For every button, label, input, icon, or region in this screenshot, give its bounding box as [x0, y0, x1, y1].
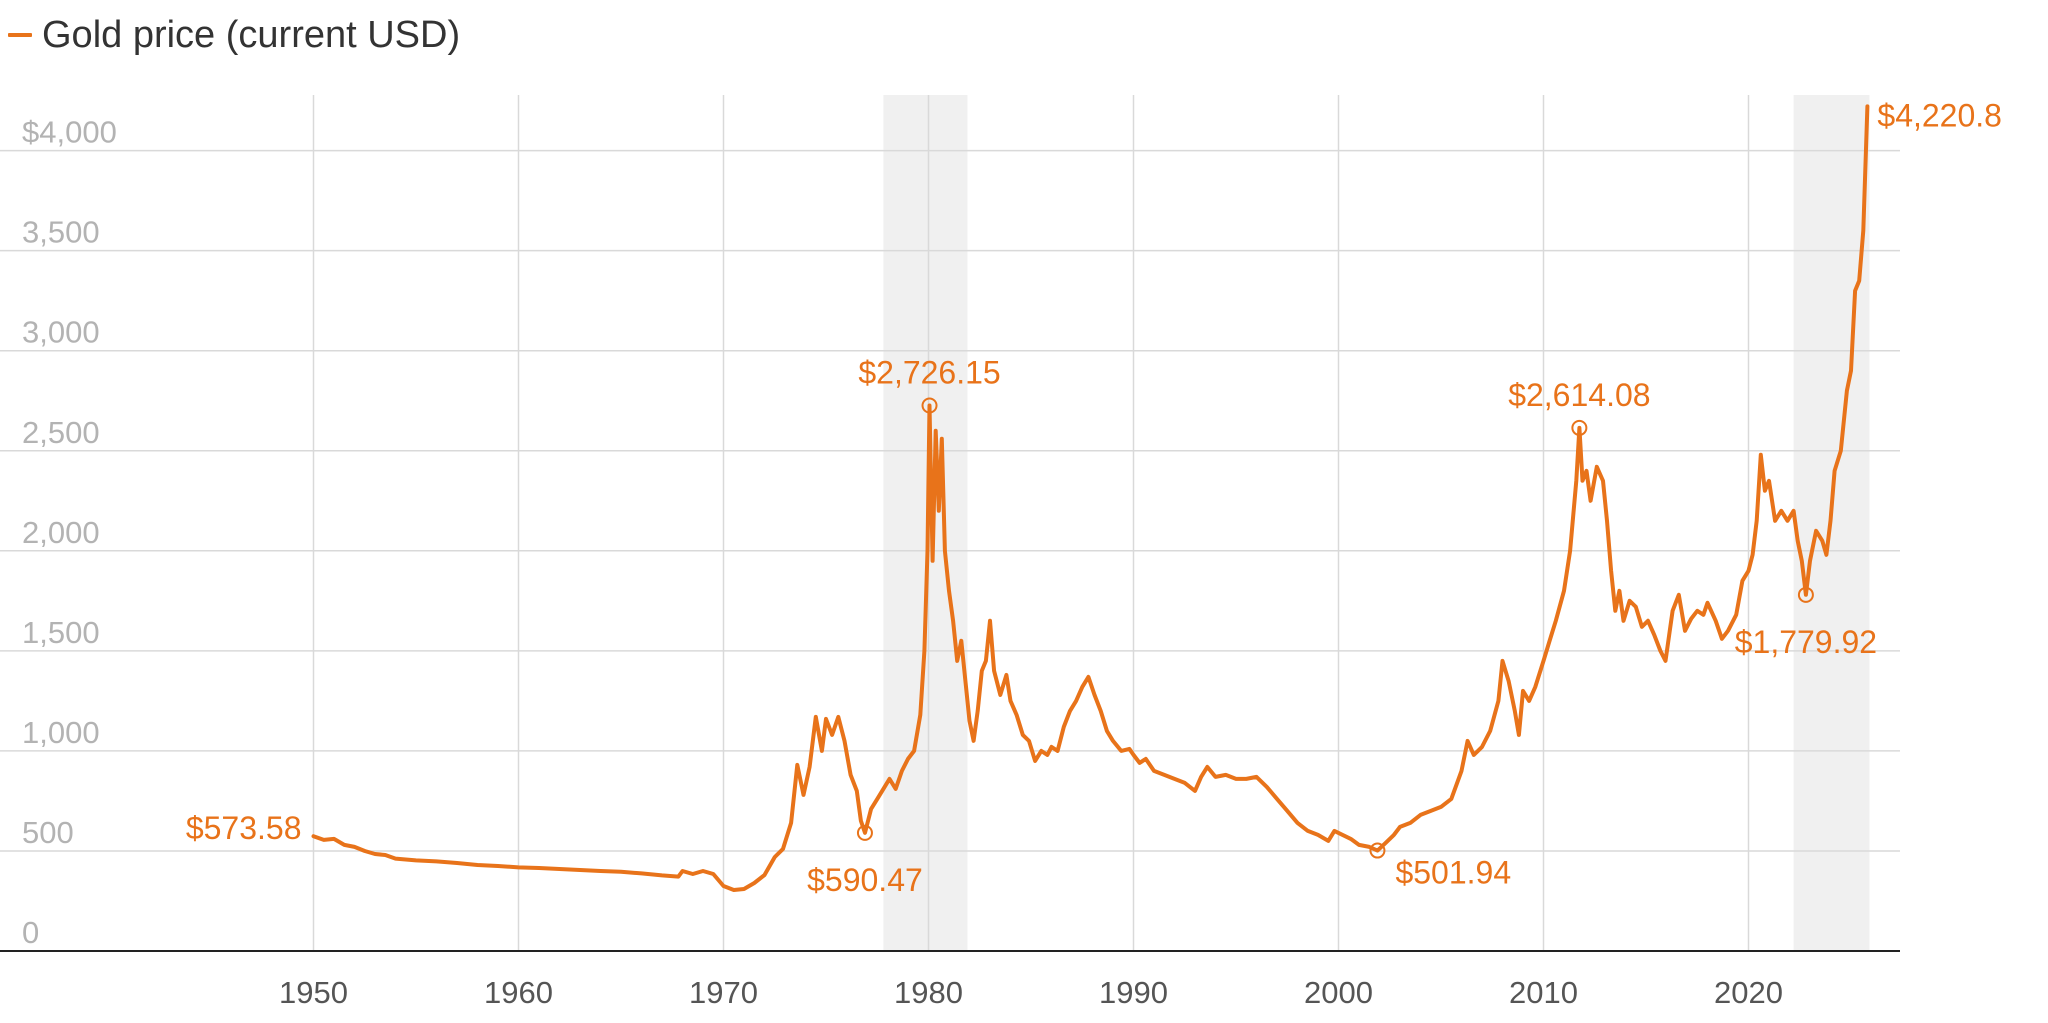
y-tick-label-3000: 3,000	[22, 315, 100, 350]
y-tick-label-4000: $4,000	[22, 115, 117, 150]
annotation-label-6: $1,779.92	[1735, 624, 1877, 660]
x-tick-label-1990: 1990	[1099, 975, 1168, 1010]
legend-label: Gold price (current USD)	[42, 13, 461, 56]
annotation-marker-2	[856, 824, 873, 841]
x-tick-label-2000: 2000	[1304, 975, 1373, 1010]
y-tick-label-3500: 3,500	[22, 215, 100, 250]
shaded-period-1	[883, 95, 968, 951]
legend-swatch	[8, 33, 32, 37]
annotation-marker-5	[1571, 419, 1588, 436]
y-tick-label-1000: 1,000	[22, 715, 100, 750]
y-tick-label-500: 500	[22, 815, 74, 850]
annotation-label-3: $2,726.15	[858, 354, 1000, 390]
x-tick-label-1980: 1980	[894, 975, 963, 1010]
y-tick-label-2500: 2,500	[22, 415, 100, 450]
annotation-label-5: $2,614.08	[1508, 377, 1650, 413]
y-tick-label-0: 0	[22, 915, 39, 950]
series-line-layer	[311, 104, 1870, 892]
y-tick-label-2000: 2,000	[22, 515, 100, 550]
grid-lines	[0, 95, 1900, 951]
series-line-gold-price	[311, 104, 1870, 892]
annotation-layer: $573.58 $590.47 $2,726.15 $501.94 $2,614.08 $…	[186, 97, 2002, 897]
annotation-marker-4	[1369, 842, 1386, 859]
annotation-label-2: $590.47	[807, 862, 923, 898]
chart-legend: Gold price (current USD)	[8, 10, 460, 60]
x-tick-label-2020: 2020	[1714, 975, 1783, 1010]
x-tick-label-1950: 1950	[279, 975, 348, 1010]
annotation-label-4: $501.94	[1395, 855, 1511, 891]
annotation-marker-3	[921, 397, 938, 414]
x-tick-label-1960: 1960	[484, 975, 553, 1010]
x-tick-label-1970: 1970	[689, 975, 758, 1010]
annotation-label-7: $4,220.8	[1877, 97, 2002, 133]
annotation-marker-6	[1797, 586, 1814, 603]
annotation-label-1: $573.58	[186, 810, 302, 846]
x-tick-label-2010: 2010	[1509, 975, 1578, 1010]
shaded-periods	[883, 95, 1870, 951]
axes: 0 500 1,000 1,500 2,000 2,500 3,000 3,500 $4,000…	[0, 115, 1900, 1010]
y-tick-label-1500: 1,500	[22, 615, 100, 650]
